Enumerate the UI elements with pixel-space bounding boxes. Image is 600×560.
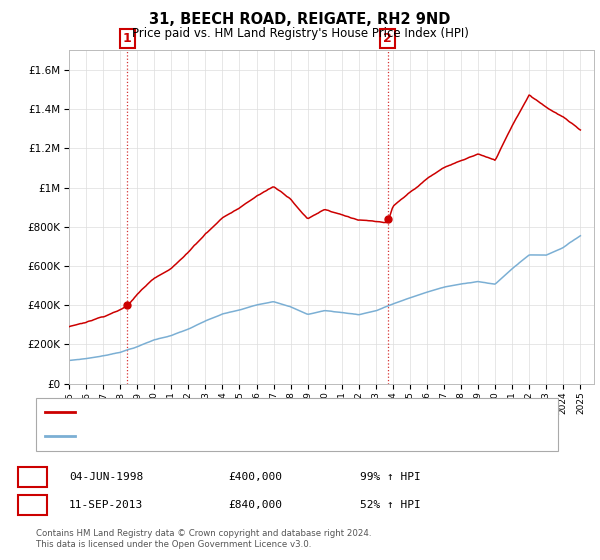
Text: 2: 2 bbox=[28, 498, 37, 512]
Text: £400,000: £400,000 bbox=[228, 472, 282, 482]
Text: HPI: Average price, detached house, Reigate and Banstead: HPI: Average price, detached house, Reig… bbox=[81, 431, 389, 441]
Text: £840,000: £840,000 bbox=[228, 500, 282, 510]
Text: 04-JUN-1998: 04-JUN-1998 bbox=[69, 472, 143, 482]
Text: Contains HM Land Registry data © Crown copyright and database right 2024.
This d: Contains HM Land Registry data © Crown c… bbox=[36, 529, 371, 549]
Text: 1: 1 bbox=[123, 32, 131, 45]
Text: 31, BEECH ROAD, REIGATE, RH2 9ND: 31, BEECH ROAD, REIGATE, RH2 9ND bbox=[149, 12, 451, 27]
Text: Price paid vs. HM Land Registry's House Price Index (HPI): Price paid vs. HM Land Registry's House … bbox=[131, 27, 469, 40]
Text: 1: 1 bbox=[28, 470, 37, 484]
Text: 2: 2 bbox=[383, 32, 392, 45]
Text: 11-SEP-2013: 11-SEP-2013 bbox=[69, 500, 143, 510]
Text: 99% ↑ HPI: 99% ↑ HPI bbox=[360, 472, 421, 482]
Text: 52% ↑ HPI: 52% ↑ HPI bbox=[360, 500, 421, 510]
Text: 31, BEECH ROAD, REIGATE, RH2 9ND (detached house): 31, BEECH ROAD, REIGATE, RH2 9ND (detach… bbox=[81, 408, 369, 418]
